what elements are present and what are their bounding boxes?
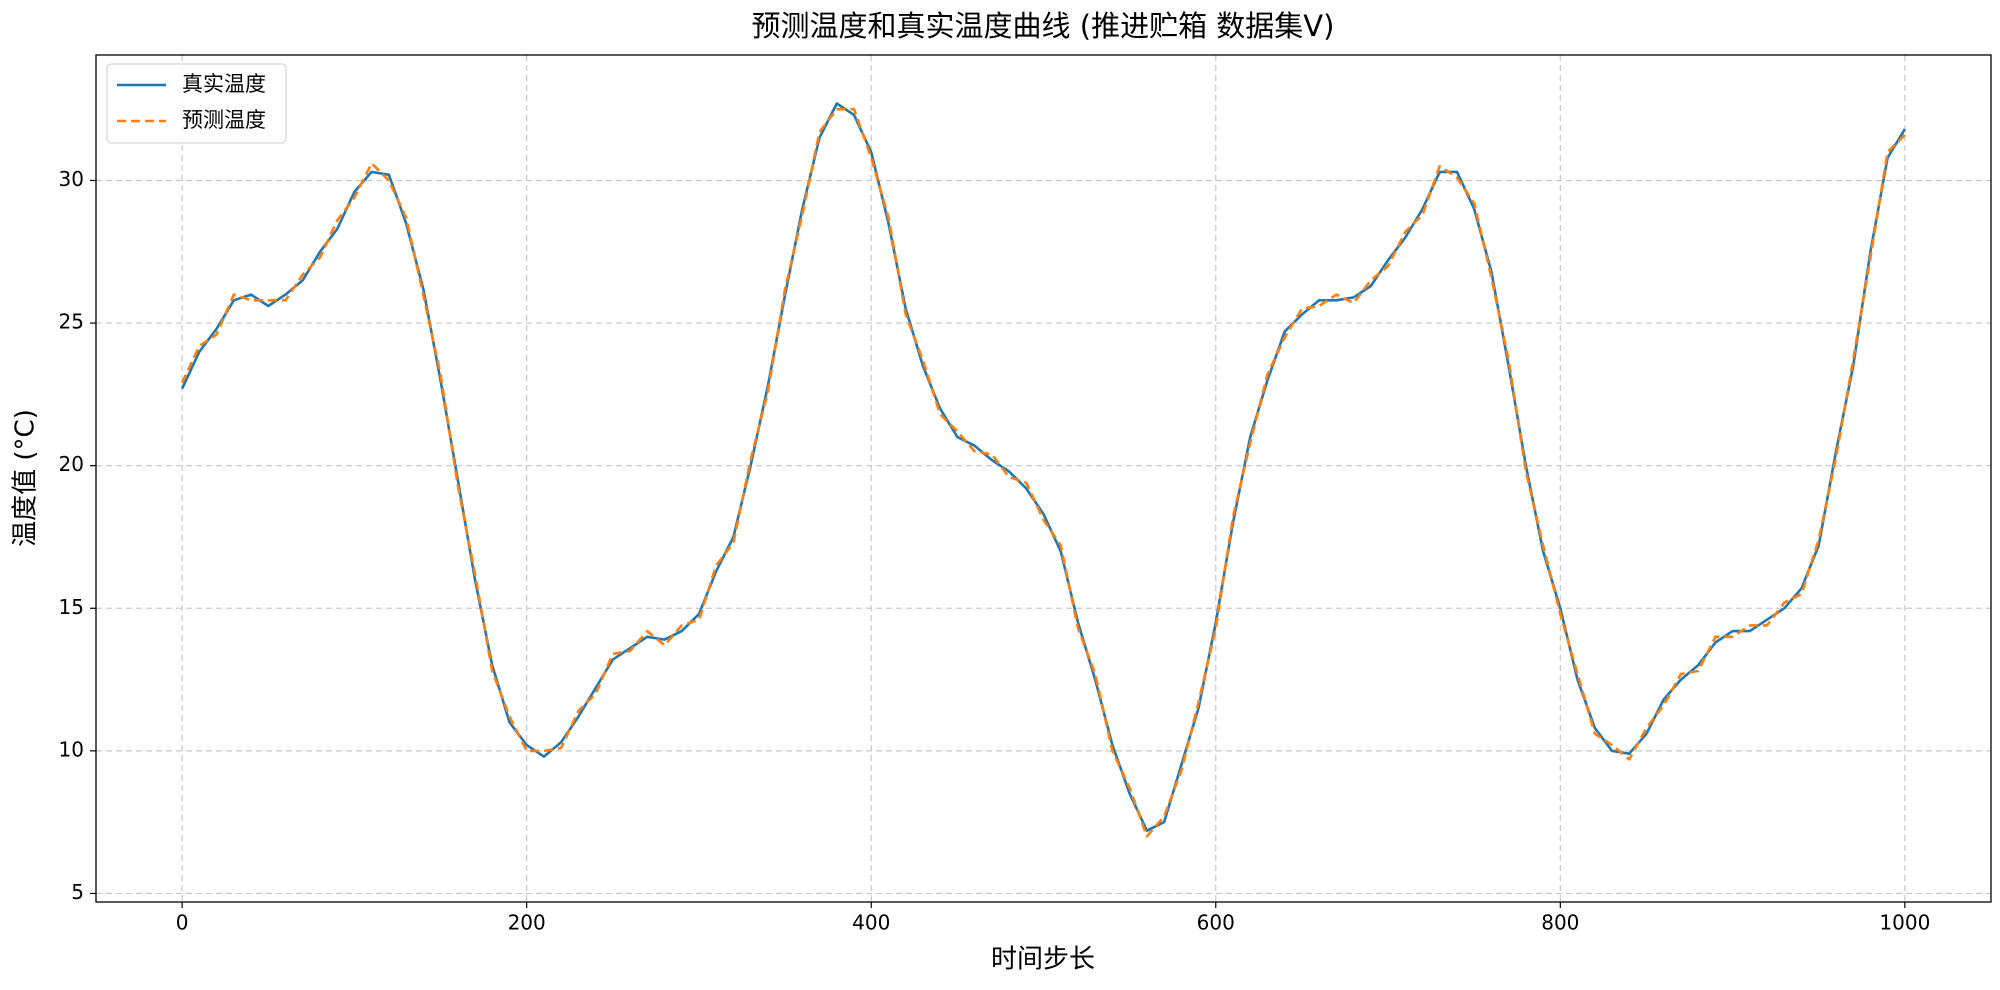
y-tick-label: 5 (71, 880, 84, 904)
x-tick-label: 600 (1197, 911, 1235, 935)
x-axis-label: 时间步长 (991, 945, 1095, 975)
x-tick-label: 400 (852, 911, 890, 935)
y-tick-label: 25 (59, 310, 84, 334)
legend-label: 真实温度 (182, 72, 266, 96)
x-tick-label: 1000 (1879, 911, 1930, 935)
y-tick-label: 20 (59, 452, 84, 476)
x-tick-label: 200 (508, 911, 546, 935)
y-tick-label: 10 (59, 737, 84, 761)
y-tick-label: 15 (59, 595, 84, 619)
chart-title: 预测温度和真实温度曲线 (推进贮箱 数据集V) (752, 9, 1335, 43)
x-tick-label: 800 (1541, 911, 1579, 935)
legend-label: 预测温度 (182, 108, 266, 132)
y-tick-label: 30 (59, 167, 84, 191)
plot-frame (95, 54, 1992, 903)
x-tick-label: 0 (176, 911, 189, 935)
data-line (180, 107, 1906, 838)
y-axis-label: 温度值 (°C) (11, 409, 41, 547)
